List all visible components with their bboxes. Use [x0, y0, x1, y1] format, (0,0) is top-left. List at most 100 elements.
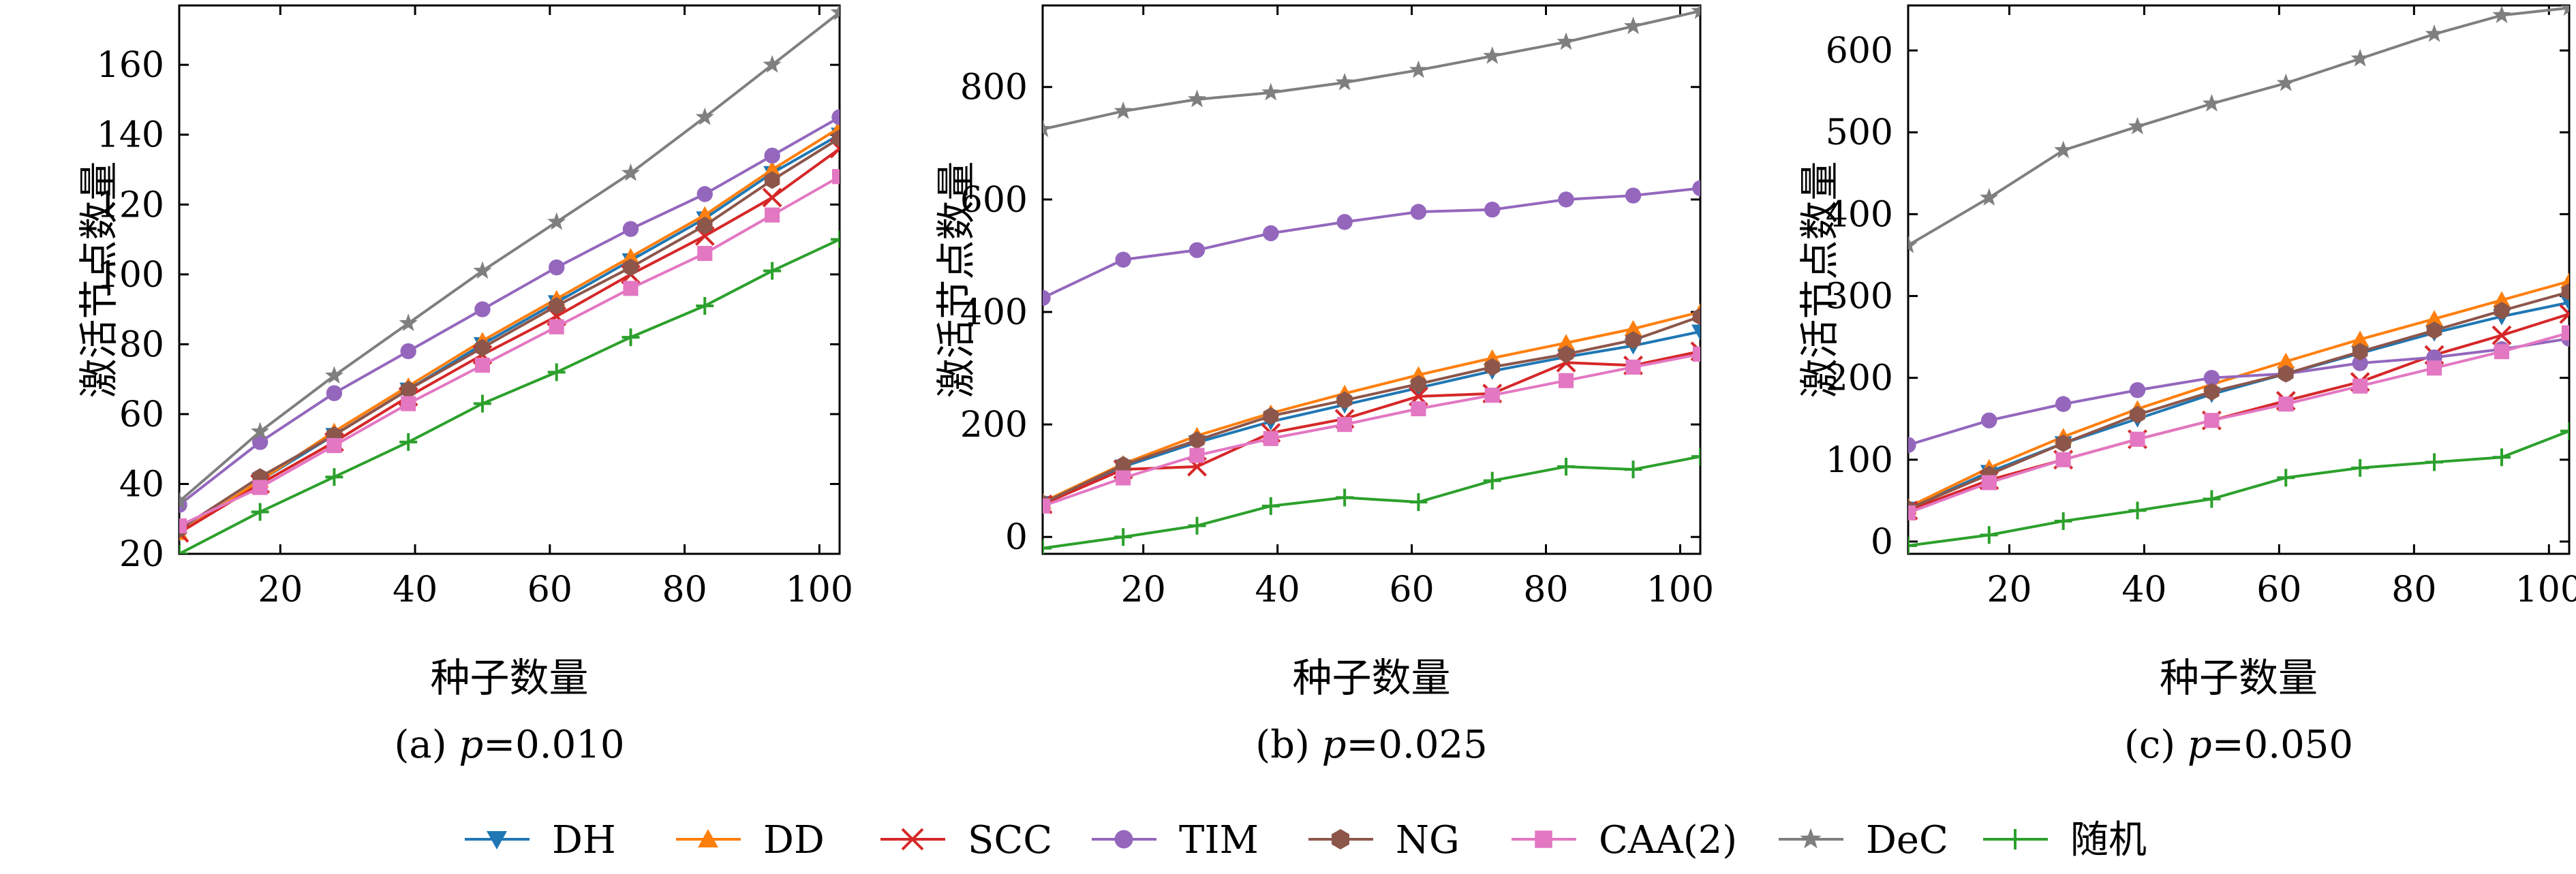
- data-point-NG: [1625, 331, 1641, 349]
- data-point-DD: [2277, 352, 2295, 369]
- data-point-随机: [2425, 453, 2444, 471]
- data-point-CAA(2): [1043, 498, 1051, 514]
- data-point-CAA(2): [765, 207, 780, 223]
- data-point-NG: [1484, 358, 1501, 376]
- data-point-NG: [696, 217, 713, 235]
- data-point-随机: [2054, 512, 2072, 530]
- chart-panels: 20 40 60 80 100 20 40 60 80 100 120 140 160 种子数量 激活节点数…: [76, 4, 2576, 767]
- legend-label: SCC: [968, 818, 1052, 862]
- data-point-DD: [622, 248, 640, 264]
- y-tick-label: 600: [1826, 31, 1893, 72]
- y-axis-title: 激活节点数量: [76, 161, 122, 398]
- data-point-CAA(2): [2278, 396, 2294, 412]
- data-point-DD: [1624, 319, 1642, 337]
- caption-prefix: (b): [1255, 723, 1321, 767]
- data-point-DeC: [2054, 140, 2073, 159]
- data-point-CAA(2): [1981, 475, 1997, 490]
- y-tick-label: 140: [97, 115, 164, 156]
- data-point-DeC: [1261, 82, 1281, 101]
- data-point-DeC: [695, 107, 714, 125]
- legend-marker: [1535, 830, 1552, 848]
- data-point-DeC: [2128, 116, 2147, 135]
- panel-caption: (a) p=0.010: [395, 723, 625, 767]
- data-point-随机: [1043, 539, 1052, 554]
- data-point-NG: [474, 339, 491, 357]
- data-point-TIM: [326, 385, 343, 401]
- data-point-NG: [2561, 283, 2569, 301]
- data-point-DD: [1557, 334, 1576, 350]
- data-point-TIM: [2203, 369, 2220, 386]
- series-line-DH: [1043, 330, 1700, 505]
- data-point-随机: [399, 433, 418, 451]
- data-point-随机: [1483, 471, 1501, 490]
- data-point-随机: [1188, 516, 1206, 535]
- data-point-DeC: [621, 163, 641, 181]
- series-line-TIM: [1908, 337, 2569, 447]
- data-point-随机: [251, 503, 269, 521]
- x-tick-label: 40: [1255, 569, 1300, 610]
- x-tick-label: 20: [258, 569, 303, 610]
- data-point-TIM: [400, 343, 416, 360]
- data-point-CAA(2): [2055, 452, 2071, 467]
- x-tick-label: 20: [1987, 569, 2031, 610]
- data-point-TIM: [1263, 225, 1279, 242]
- y-tick-label: 600: [960, 180, 1028, 221]
- legend-label: DeC: [1866, 818, 1948, 862]
- data-point-随机: [1908, 536, 1917, 554]
- data-point-随机: [2203, 490, 2221, 508]
- data-point-TIM: [1189, 242, 1206, 258]
- legend-item-TIM: TIM: [1092, 818, 1259, 862]
- y-tick-label: 20: [119, 534, 164, 575]
- data-point-TIM: [2055, 396, 2072, 412]
- data-point-DeC: [2350, 48, 2370, 67]
- data-point-DeC: [2492, 5, 2511, 23]
- panel-caption: (c) p=0.050: [2124, 723, 2353, 767]
- y-tick-label: 800: [960, 67, 1028, 108]
- x-tick-label: 40: [393, 569, 438, 610]
- x-tick-label: 100: [1646, 569, 1714, 610]
- data-point-NG: [764, 171, 780, 189]
- data-point-随机: [1261, 497, 1280, 515]
- legend-item-NG: NG: [1308, 818, 1460, 862]
- data-point-DeC: [2560, 5, 2569, 16]
- x-axis-title: 种子数量: [1292, 655, 1450, 701]
- data-point-NG: [1558, 345, 1574, 363]
- x-tick-label: 100: [786, 569, 853, 610]
- data-point-NG: [2055, 434, 2071, 452]
- series-line-DeC: [1043, 10, 1700, 131]
- data-point-DeC: [763, 54, 782, 73]
- data-point-CAA(2): [1692, 346, 1700, 362]
- series-line-SCC: [1908, 313, 2569, 512]
- data-point-随机: [2560, 422, 2569, 440]
- data-point-随机: [1980, 526, 1998, 544]
- data-point-SCC: [762, 187, 782, 208]
- plot-frame: [1907, 4, 2571, 555]
- data-point-随机: [696, 296, 714, 315]
- data-point-CAA(2): [1116, 470, 1131, 486]
- y-tick-label: 400: [960, 292, 1028, 333]
- data-point-NG: [1263, 407, 1279, 425]
- data-point-CAA(2): [2561, 325, 2569, 341]
- legend-marker: [698, 829, 718, 847]
- x-tick-label: 40: [2121, 569, 2166, 610]
- data-point-SCC: [2491, 325, 2512, 345]
- legend-item-CAA(2): CAA(2): [1512, 818, 1737, 862]
- data-point-TIM: [1981, 412, 1997, 428]
- data-point-DD: [2493, 291, 2511, 307]
- data-point-NG: [549, 296, 564, 315]
- data-point-CAA(2): [1908, 505, 1916, 520]
- y-axis-title: 激活节点数量: [933, 161, 979, 398]
- data-point-CAA(2): [697, 245, 713, 262]
- data-point-TIM: [1692, 180, 1700, 197]
- data-point-NG: [1692, 307, 1700, 326]
- series-line-DD: [1908, 279, 2569, 509]
- x-tick-label: 20: [1121, 569, 1166, 610]
- series-group: [1908, 5, 2569, 554]
- panel-caption: (b) p=0.025: [1255, 723, 1487, 767]
- data-point-TIM: [1115, 251, 1131, 268]
- data-point-随机: [2493, 448, 2511, 467]
- data-point-DD: [2425, 310, 2444, 326]
- data-point-DeC: [1043, 119, 1052, 138]
- data-point-NG: [1189, 431, 1205, 450]
- data-point-TIM: [1908, 437, 1916, 453]
